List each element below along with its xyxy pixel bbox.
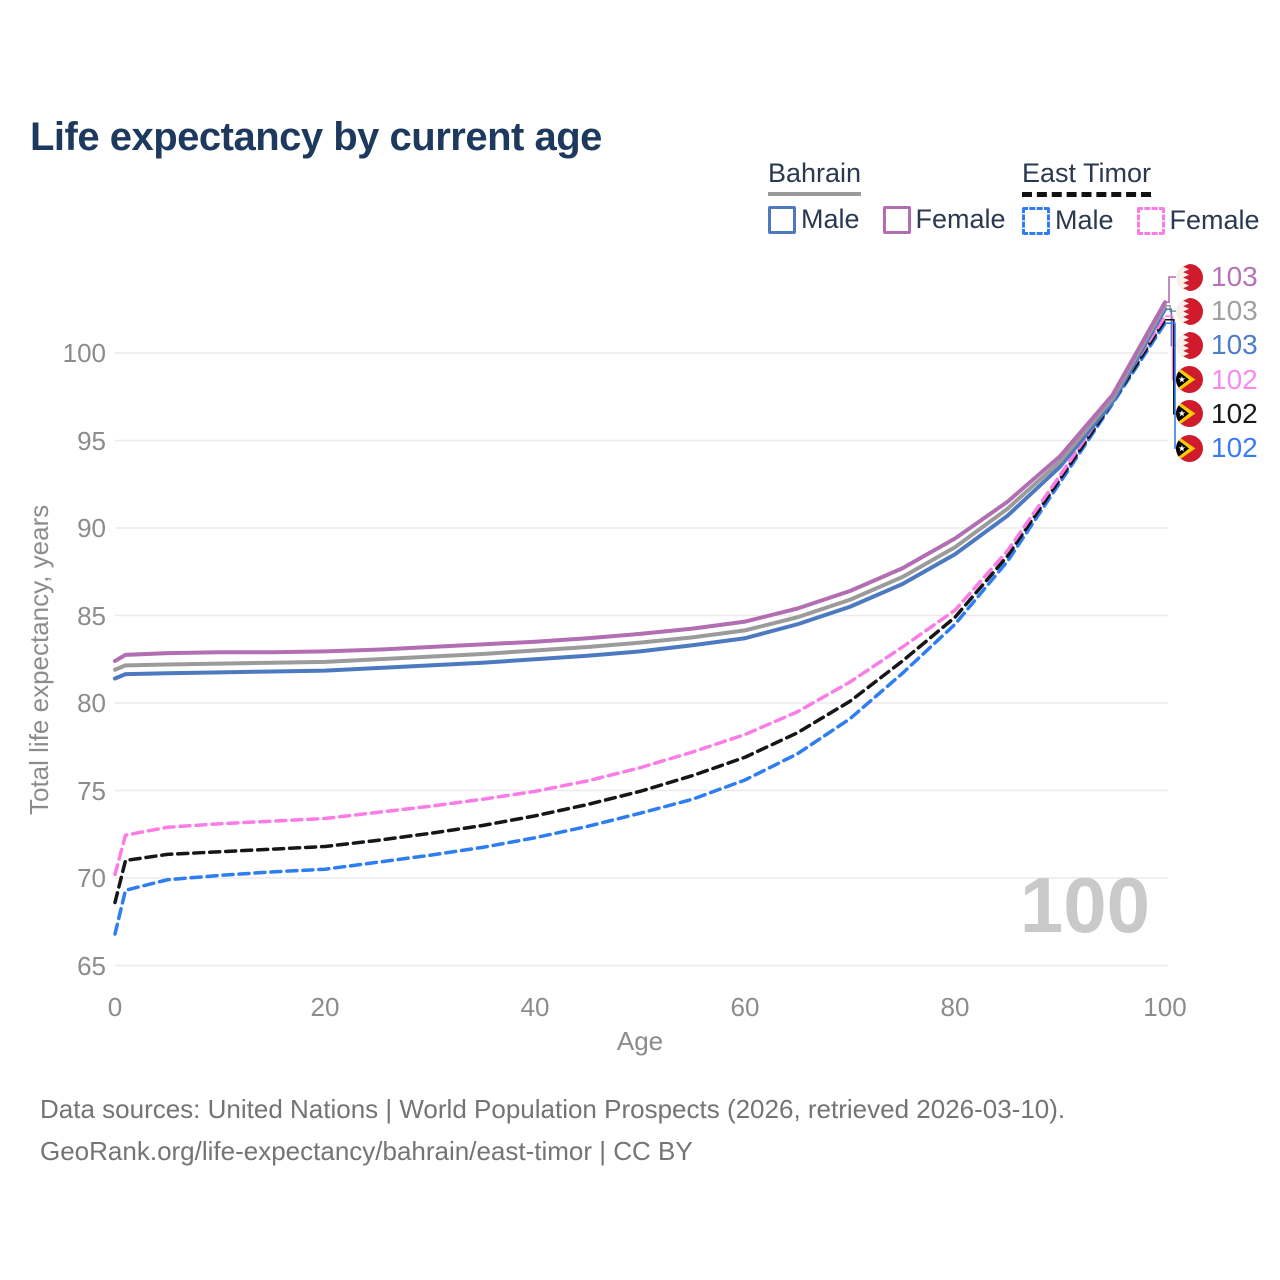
end-label-bahrain-both-sexes: 103: [1176, 294, 1258, 328]
end-label-east-timor-both-sexes: 102: [1176, 397, 1258, 431]
legend-item-east-timor-female[interactable]: Female: [1136, 205, 1260, 236]
legend-title-bahrain[interactable]: Bahrain: [768, 158, 862, 196]
footer-sources: Data sources: United Nations | World Pop…: [40, 1094, 1066, 1124]
end-label-bahrain-male: 103: [1176, 328, 1258, 362]
legend-title-east-timor[interactable]: East Timor: [1022, 158, 1152, 197]
bahrain-male-swatch-icon: [768, 205, 796, 234]
end-value: 102: [1211, 397, 1258, 429]
x-tick-label-80: 80: [940, 992, 970, 1022]
legend-item-east-timor-male[interactable]: Male: [1022, 205, 1114, 236]
end-label-east-timor-female: 102: [1176, 363, 1258, 397]
leader-line-bahrain-female: [1165, 276, 1176, 304]
east-timor-flag-icon: [1176, 400, 1203, 428]
legend-item-bahrain-male[interactable]: Male: [768, 204, 860, 235]
end-value: 102: [1211, 432, 1258, 463]
y-tick-label-90: 90: [77, 513, 106, 543]
legend-item-label: Female: [915, 204, 1006, 234]
legend-item-label: Male: [801, 204, 860, 234]
x-axis-title: Age: [616, 1026, 664, 1056]
bahrain-flag-icon: [1176, 331, 1203, 359]
series-line-bahrain-male[interactable]: [113, 307, 1167, 681]
end-value: 102: [1211, 363, 1258, 395]
end-value: 103: [1211, 295, 1258, 327]
x-tick-label-0: 0: [107, 992, 123, 1022]
footer-attribution: GeoRank.org/life-expectancy/bahrain/east…: [40, 1136, 693, 1166]
y-tick-label-85: 85: [77, 600, 106, 631]
legend-item-label: Female: [1169, 205, 1260, 235]
series-line-east-timor-both-sexes[interactable]: [113, 318, 1167, 905]
page-title: Life expectancy by current age: [30, 114, 602, 159]
x-tick-label-60: 60: [730, 992, 760, 1022]
east-timor-male-swatch-icon: [1022, 206, 1050, 235]
series-line-east-timor-male[interactable]: [113, 321, 1167, 936]
leader-line-east-timor-male: [1165, 322, 1176, 449]
end-label-east-timor-male: 102: [1176, 431, 1258, 465]
series-line-bahrain-female[interactable]: [113, 300, 1167, 663]
x-tick-label-100: 100: [1143, 992, 1187, 1022]
y-tick-label-65: 65: [77, 950, 106, 981]
east-timor-female-swatch-icon: [1136, 206, 1165, 235]
age-watermark: 100: [1019, 861, 1150, 949]
y-tick-label-75: 75: [77, 775, 106, 806]
x-tick-label-40: 40: [520, 992, 550, 1022]
series-line-bahrain-both-sexes[interactable]: [113, 303, 1167, 672]
legend-group-bahrain: Bahrain Male Female: [768, 158, 1006, 235]
x-tick-label-20: 20: [310, 992, 340, 1022]
legend-item-bahrain-female[interactable]: Female: [882, 204, 1006, 235]
y-tick-label-95: 95: [77, 425, 106, 456]
bahrain-flag-icon: [1176, 263, 1203, 291]
y-tick-label-100: 100: [62, 338, 106, 368]
series-line-east-timor-female[interactable]: [113, 314, 1167, 877]
bahrain-flag-icon: [1176, 297, 1203, 325]
bahrain-female-swatch-icon: [882, 205, 911, 234]
end-value: 103: [1211, 329, 1258, 361]
east-timor-flag-icon: [1176, 434, 1203, 462]
y-tick-label-80: 80: [77, 688, 106, 718]
east-timor-flag-icon: [1176, 366, 1203, 394]
legend-item-label: Male: [1055, 205, 1114, 235]
legend-group-east-timor: East Timor Male Female: [1022, 158, 1260, 236]
end-label-bahrain-female: 103: [1176, 260, 1258, 294]
y-axis-title: Total life expectancy, years: [24, 504, 54, 816]
y-tick-label-70: 70: [77, 863, 106, 893]
end-value: 103: [1211, 261, 1258, 292]
